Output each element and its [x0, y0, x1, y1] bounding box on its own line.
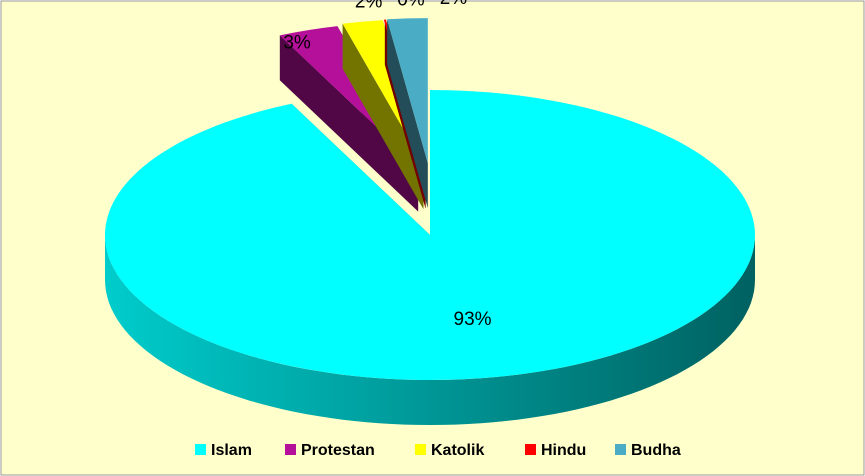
slice [105, 90, 756, 425]
legend-swatch [415, 444, 426, 455]
legend-label: Katolik [431, 442, 484, 459]
slice-side [342, 23, 424, 210]
data-label: 0% [397, 0, 425, 10]
slice [387, 18, 428, 209]
legend-label: Hindu [541, 442, 586, 459]
data-label: 93% [454, 309, 492, 330]
legend-swatch [285, 444, 296, 455]
slice-side [387, 19, 428, 209]
legend-label: Protestan [301, 442, 375, 459]
slice-top [105, 90, 756, 381]
legend-label: Islam [211, 442, 252, 459]
legend-label: Budha [631, 442, 681, 459]
data-label: 2% [440, 0, 468, 9]
slice-wall [105, 235, 755, 425]
legend-swatch [525, 444, 536, 455]
data-label: 3% [283, 32, 311, 53]
slice-side [279, 35, 419, 212]
slice-top [387, 18, 428, 164]
legend-swatch [615, 444, 626, 455]
legend-swatch [195, 444, 206, 455]
data-label: 2% [355, 0, 383, 13]
